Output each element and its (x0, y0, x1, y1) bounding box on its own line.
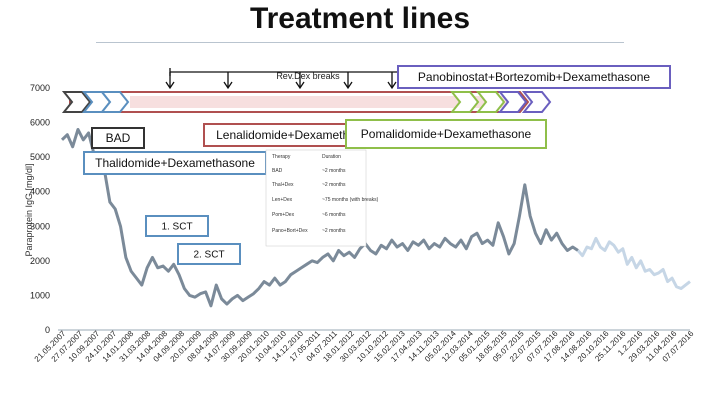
inset-header: Duration (322, 154, 341, 160)
sct-2-label: 2. SCT (193, 250, 224, 261)
inset-cell: Len+Dex (272, 197, 293, 203)
bad-label: BAD (106, 131, 131, 145)
inset-header: Therapy (272, 154, 291, 160)
x-axis-ticks: 21.05.200727.07.200710.09.200724.10.2007… (33, 329, 696, 364)
inset-frame (265, 149, 367, 247)
therapy-boxes: Panobinostat+Bortezomib+Dexamethasone Len… (83, 65, 671, 265)
chevron-fill (130, 96, 510, 108)
inset-cell: ~75 months (with breaks) (322, 197, 379, 203)
panobinostat-label: Panobinostat+Bortezomib+Dexamethasone (418, 70, 650, 84)
inset-cell: ~2 months (322, 182, 346, 188)
inset-cell: ~6 months (322, 212, 346, 218)
y-tick-label: 3000 (30, 221, 50, 231)
chevron-arrow (521, 91, 552, 113)
data-lines (60, 127, 691, 308)
title-divider (96, 42, 624, 43)
inset-cell: Pano+Bort+Dex (272, 228, 308, 234)
page-title: Treatment lines (249, 2, 471, 35)
y-tick-label: 0 (45, 325, 50, 335)
sct-1-label: 1. SCT (161, 222, 192, 233)
thalidomide-label: Thalidomide+Dexamethasone (95, 156, 255, 170)
y-axis-label: Paraprotein IgG [mg/dl] (24, 163, 34, 256)
sct-2-box (177, 243, 241, 265)
y-tick-label: 5000 (30, 152, 50, 162)
inset-cell: ~2 months (322, 228, 346, 234)
y-tick-label: 2000 (30, 256, 50, 266)
chevron-arrow (475, 91, 506, 113)
chevron-arrow (449, 91, 480, 113)
series-line-faded (576, 236, 691, 291)
inset-cell: Thal+Dex (272, 182, 294, 188)
inset-cell: ~2 months (322, 168, 346, 174)
bracket-arrow (343, 72, 353, 90)
pomalidomide-box (345, 119, 547, 149)
series-line-main (60, 127, 579, 308)
sct-1-box (145, 215, 209, 237)
y-tick-label: 7000 (30, 83, 50, 93)
y-axis: 0 1000 2000 3000 4000 5000 6000 7000 (30, 83, 690, 335)
treatment-chevrons: Rev.Dex breaks (61, 68, 552, 113)
inset-cell: Pom+Dex (272, 212, 295, 218)
inset-cell: BAD (272, 168, 283, 174)
bracket-arrow (223, 72, 233, 90)
y-tick-label: 1000 (30, 290, 50, 300)
chevron-arrow (99, 91, 130, 113)
panobinostat-box (397, 65, 671, 89)
lenalidomide-label: Lenalidomide+Dexamethasone (216, 128, 382, 142)
inset-table: Therapy Duration BAD ~2 months Thal+Dex ~2 mo… (265, 149, 379, 247)
bad-box (91, 127, 145, 149)
y-tick-label: 6000 (30, 118, 50, 128)
y-tick-label: 4000 (30, 187, 50, 197)
bracket-arrow (165, 72, 175, 90)
pomalidomide-label: Pomalidomide+Dexamethasone (361, 127, 532, 141)
bracket-arrow (387, 72, 397, 90)
chevron-arrow (497, 91, 528, 113)
chevron-arrow (61, 91, 92, 113)
bracket-label: Rev.Dex breaks (276, 71, 340, 81)
bracket-arrow (295, 72, 305, 90)
